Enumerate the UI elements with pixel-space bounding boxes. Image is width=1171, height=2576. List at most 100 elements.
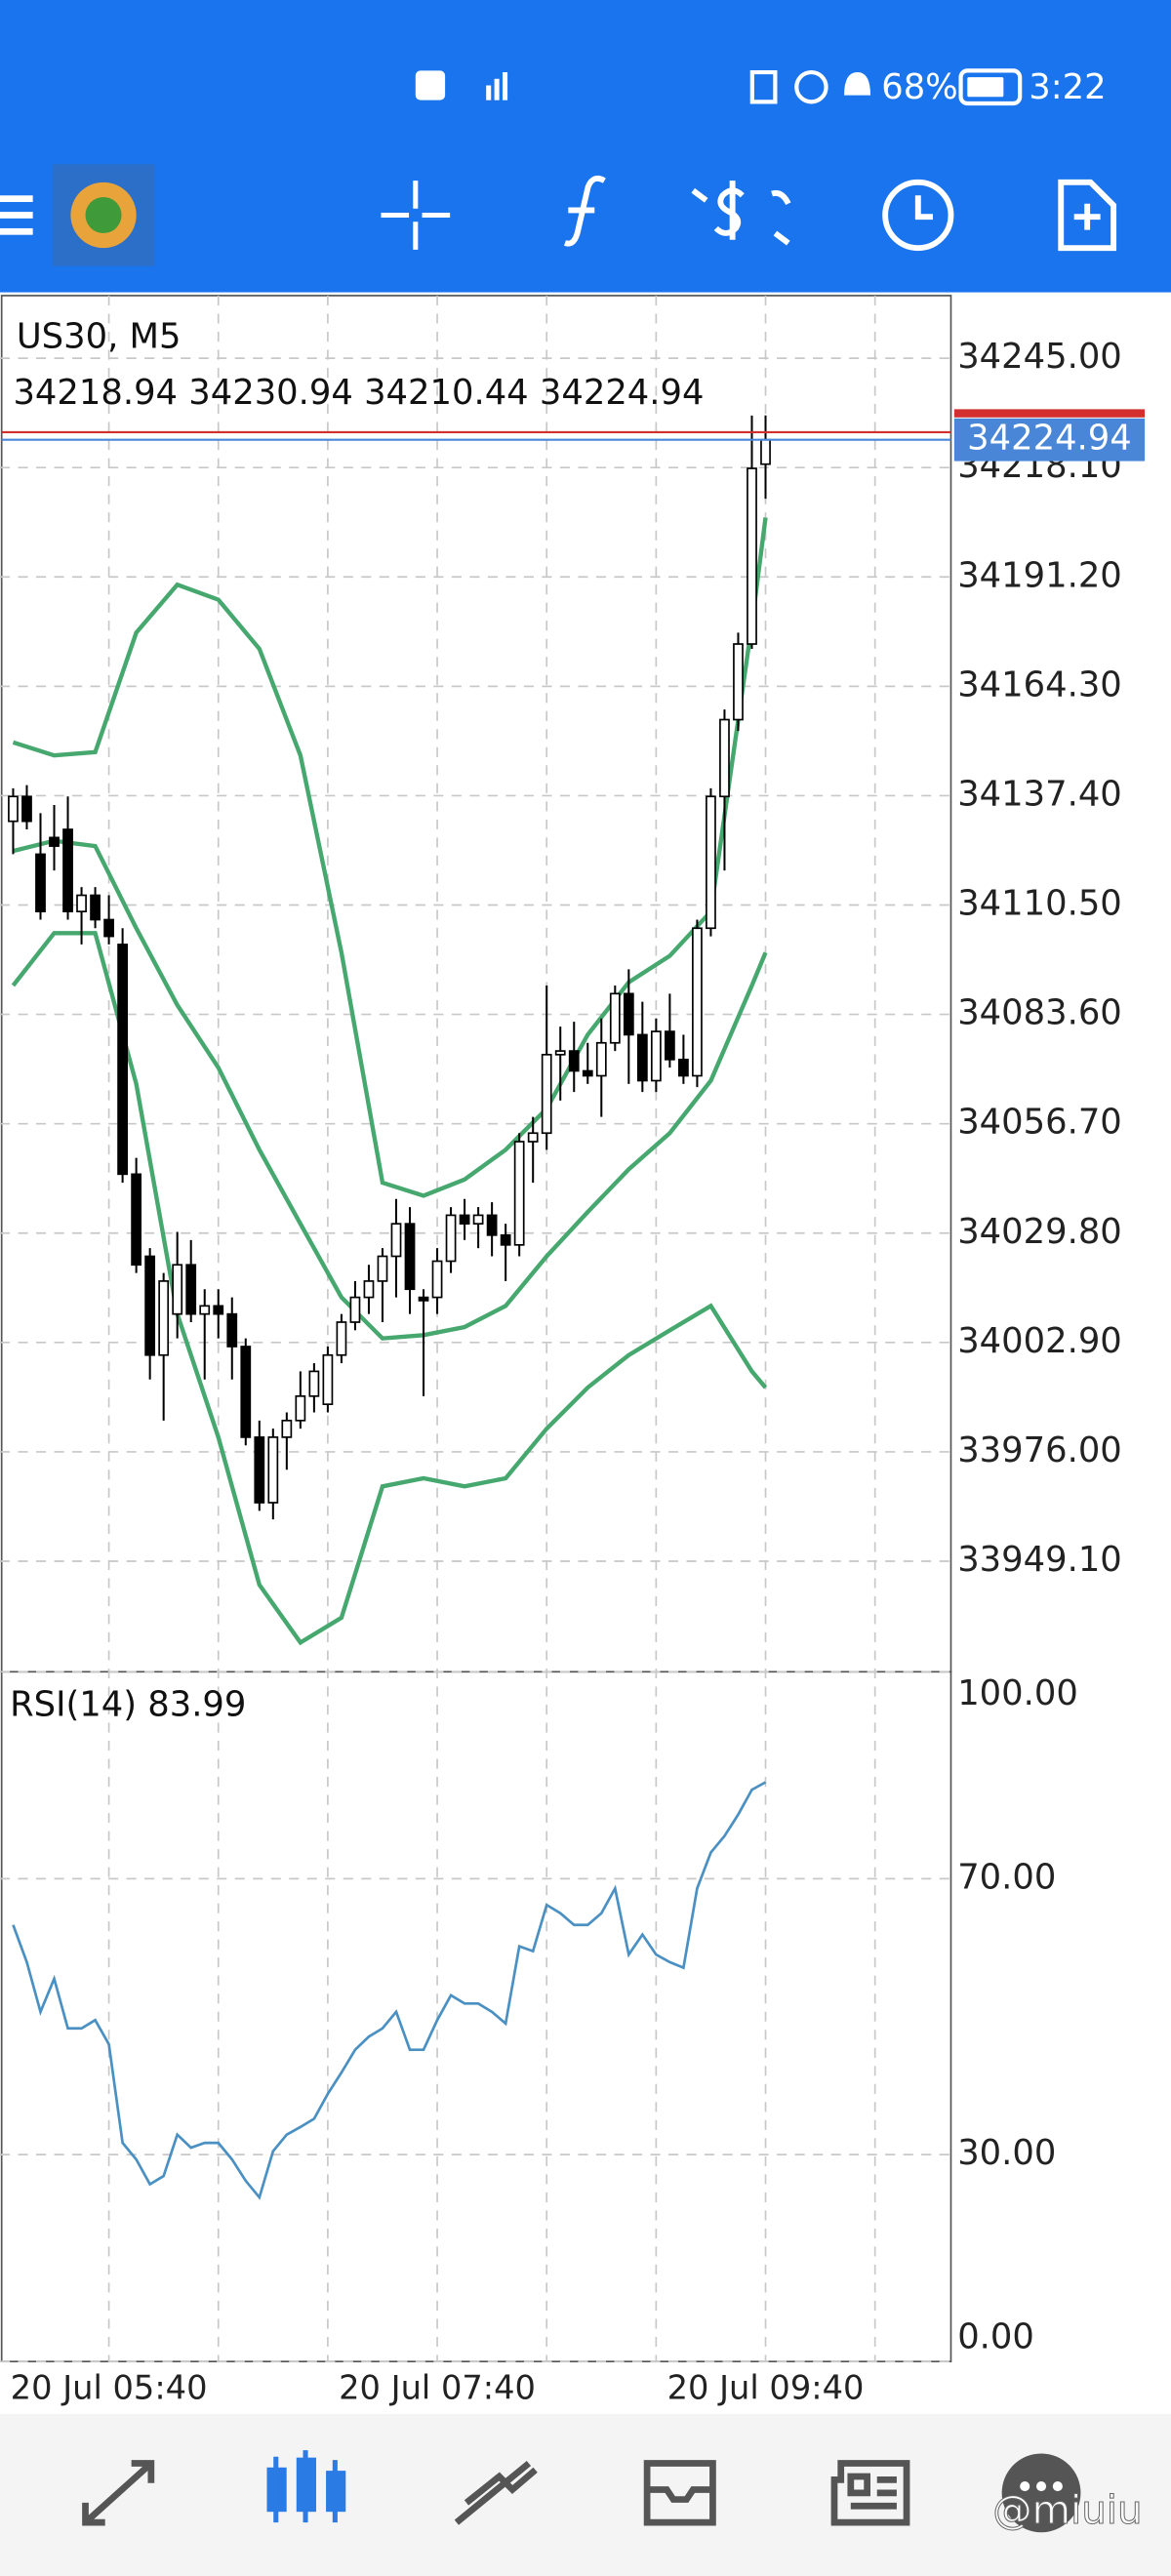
candle-body <box>500 1233 511 1246</box>
new-order-button[interactable] <box>1058 179 1117 252</box>
rsi-readout: RSI(14) 83.99 <box>10 1685 246 1725</box>
candle-body <box>131 1173 142 1267</box>
x-tick-label: 20 Jul 07:40 <box>339 2368 536 2406</box>
rsi-tick-label: 0.00 <box>957 2317 1034 2357</box>
candle-body <box>62 828 73 913</box>
status-icons <box>415 68 1023 106</box>
candle-body <box>213 1305 224 1315</box>
candle-body <box>459 1214 470 1226</box>
history-button[interactable] <box>882 179 954 252</box>
candle-body <box>706 795 716 930</box>
candle-body <box>349 1296 361 1323</box>
candle-body <box>568 1050 580 1072</box>
candle-body <box>295 1394 306 1422</box>
candle-body <box>158 1280 170 1356</box>
candle-body <box>103 918 114 938</box>
main-panel <box>0 295 952 1673</box>
candle-body <box>308 1370 320 1397</box>
ask-marker <box>953 409 1146 418</box>
candle-body <box>747 467 757 645</box>
candle-body <box>21 795 32 823</box>
y-tick-label: 34083.60 <box>957 993 1122 1033</box>
rsi-tick-label: 30.00 <box>957 2133 1056 2173</box>
chart-tab[interactable] <box>266 2450 346 2523</box>
rsi-label: RSI(14) <box>10 1685 137 1725</box>
bollinger-band <box>12 517 768 1198</box>
candle-body <box>595 1041 607 1077</box>
y-tick-label: 34029.80 <box>957 1212 1122 1252</box>
bid-price-label: 34224.94 <box>967 419 1132 459</box>
candle-body <box>390 1223 402 1258</box>
candle-body <box>431 1260 443 1299</box>
x-tick-label: 20 Jul 09:40 <box>667 2368 865 2406</box>
settings-tab[interactable] <box>1001 2453 1081 2533</box>
bollinger-band <box>12 838 768 1341</box>
candle-body <box>760 438 771 465</box>
trade-tab[interactable] <box>454 2460 538 2525</box>
news-tab[interactable] <box>830 2460 910 2526</box>
candle-body <box>513 1141 525 1246</box>
menu-button[interactable] <box>0 195 33 235</box>
candle-body <box>322 1353 334 1406</box>
ohlc-readout: 34218.94 34230.94 34210.44 34224.94 <box>13 373 704 413</box>
rsi-value: 83.99 <box>147 1685 246 1725</box>
candle-body <box>90 894 101 921</box>
candle-body <box>733 643 744 721</box>
candle-body <box>76 894 87 913</box>
candle-body <box>240 1346 252 1438</box>
y-tick-label: 34191.20 <box>957 555 1122 595</box>
candle-body <box>281 1419 293 1438</box>
rsi-tick-label: 70.00 <box>957 1857 1056 1897</box>
symbol-label: US30, M5 <box>17 317 182 357</box>
candle-body <box>117 944 128 1176</box>
candle-body <box>445 1214 457 1263</box>
y-tick-label: 34245.00 <box>957 337 1122 377</box>
candle-body <box>185 1264 197 1315</box>
y-tick-label: 34164.30 <box>957 664 1122 704</box>
y-tick-label: 34056.70 <box>957 1103 1122 1143</box>
indicators-button[interactable] <box>564 175 606 247</box>
candle-body <box>336 1321 347 1356</box>
candle-body <box>226 1312 238 1348</box>
bid-price-box <box>953 418 1146 462</box>
candle-body <box>692 927 703 1077</box>
candle-body <box>609 992 621 1044</box>
open-value: 34218.94 <box>13 373 178 413</box>
crosshair-button[interactable] <box>381 181 451 250</box>
history-tab[interactable] <box>643 2460 716 2526</box>
x-tick-label: 20 Jul 05:40 <box>11 2368 208 2406</box>
labels: 20 Jul 05:40 20 Jul 07:40 20 Jul 09:40 3424… <box>11 337 1146 2406</box>
candle-body <box>582 1069 593 1077</box>
candle-body <box>719 718 730 798</box>
app-logo[interactable] <box>52 164 155 266</box>
candle-body <box>678 1058 689 1077</box>
candle-body <box>554 1050 566 1056</box>
candle-body <box>623 992 634 1036</box>
bollinger-band <box>11 931 768 1646</box>
high-value: 34230.94 <box>188 373 353 413</box>
price-plot <box>1 415 951 1646</box>
candle-body <box>650 1030 662 1082</box>
candle-body <box>254 1436 265 1504</box>
y-tick-label: 34110.50 <box>957 884 1122 924</box>
candle-body <box>418 1296 429 1302</box>
y-tick-label: 34137.40 <box>957 774 1122 814</box>
rsi-line <box>12 1781 767 2200</box>
low-value: 34210.44 <box>364 373 529 413</box>
rsi-panel <box>0 1670 952 2363</box>
candle-body <box>199 1305 211 1315</box>
candle-body <box>35 853 46 913</box>
candle-body <box>8 795 19 823</box>
battery-level: 68% <box>881 67 958 107</box>
candle-body <box>363 1280 375 1299</box>
y-tick-label: 33976.00 <box>957 1430 1122 1470</box>
quotes-tab[interactable] <box>82 2460 155 2526</box>
y-tick-label: 33949.10 <box>957 1540 1122 1580</box>
candle-body <box>472 1214 484 1226</box>
candle-body <box>664 1030 675 1061</box>
candle-body <box>404 1223 416 1291</box>
trade-button[interactable] <box>691 181 791 246</box>
